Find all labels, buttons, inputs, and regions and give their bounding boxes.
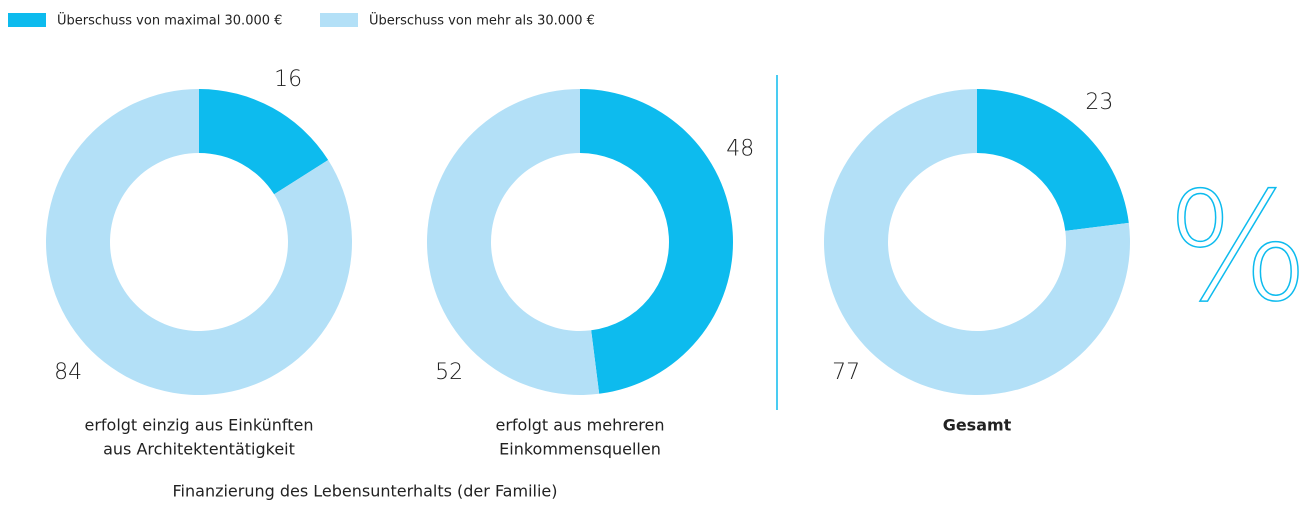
value-label: 84 [54,360,82,385]
legend-label: Überschuss von maximal 30.000 € [57,12,282,29]
legend-label: Überschuss von mehr als 30.000 € [369,12,595,29]
chart-title: erfolgt aus mehreren [495,416,664,435]
chart-title: Gesamt [943,416,1012,435]
chart-title: Einkommensquellen [499,440,661,459]
value-label: 48 [726,137,754,162]
unit-symbol: % [1167,161,1300,335]
value-label: 77 [832,360,860,385]
legend-swatch [8,13,46,27]
value-label: 52 [435,360,463,385]
value-label: 16 [274,67,302,92]
caption: Finanzierung des Lebensunterhalts (der F… [173,482,558,501]
donut-slice [977,89,1129,231]
donut-slice [824,89,1130,395]
chart-title: erfolgt einzig aus Einkünften [84,416,313,435]
donut-slice [45,89,353,395]
value-label: 23 [1085,90,1113,115]
donut-slice [199,89,329,195]
donut-slice [427,89,600,395]
chart-title: aus Architektentätigkeit [103,440,295,459]
donut-slice [580,88,734,394]
legend-swatch [320,13,358,27]
